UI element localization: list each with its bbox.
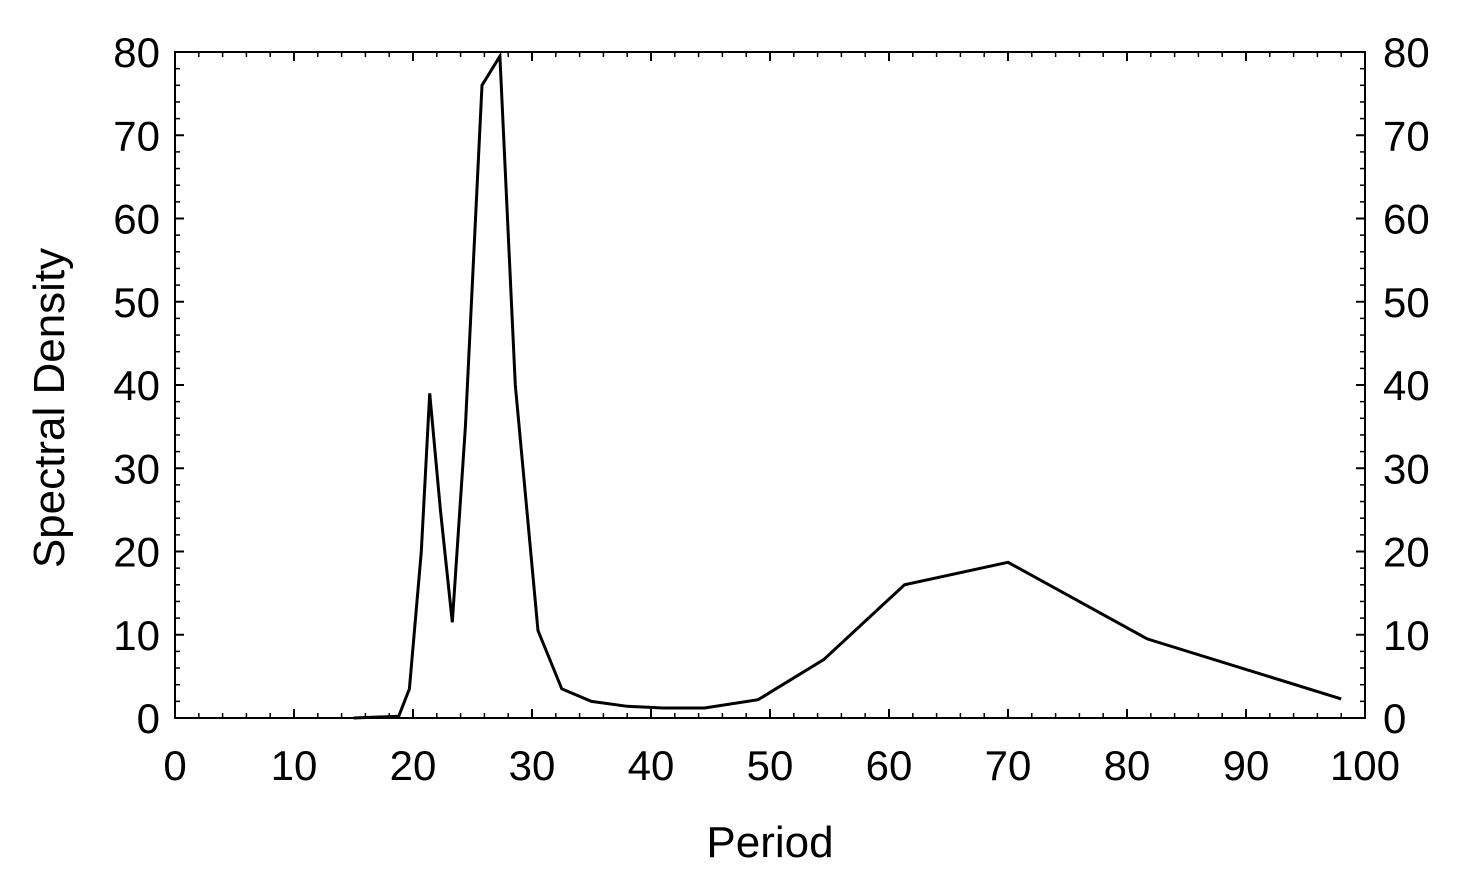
y-tick-label-left: 60 [113,196,160,243]
x-tick-label: 70 [985,742,1032,789]
x-tick-label: 40 [628,742,675,789]
y-tick-label-left: 0 [137,695,160,742]
x-tick-label: 0 [163,742,186,789]
x-axis-title: Period [706,818,833,867]
y-tick-label-right: 10 [1383,612,1430,659]
y-axis-title: Spectral Density [25,248,74,568]
x-tick-label: 100 [1330,742,1400,789]
y-tick-label-right: 40 [1383,362,1430,409]
x-tick-label: 90 [1223,742,1270,789]
y-tick-label-right: 70 [1383,112,1430,159]
y-tick-labels-left: 0 10 20 30 40 50 60 70 80 [113,29,160,742]
y-tick-label-left: 10 [113,612,160,659]
x-tick-label: 50 [747,742,794,789]
minor-ticks [175,52,1365,718]
x-tick-label: 30 [509,742,556,789]
y-tick-label-right: 60 [1383,196,1430,243]
x-tick-label: 60 [866,742,913,789]
y-tick-label-right: 0 [1383,695,1406,742]
y-tick-label-right: 80 [1383,29,1430,76]
y-tick-label-right: 50 [1383,279,1430,326]
y-tick-label-left: 80 [113,29,160,76]
y-tick-label-left: 30 [113,445,160,492]
series-line [353,51,1342,720]
y-tick-label-left: 20 [113,529,160,576]
plot-frame [174,51,1366,719]
major-ticks [174,51,1366,719]
y-tick-label-left: 50 [113,279,160,326]
x-tick-label: 20 [390,742,437,789]
y-tick-label-right: 20 [1383,529,1430,576]
y-tick-labels-right: 0 10 20 30 40 50 60 70 80 [1383,29,1430,742]
x-tick-labels: 0 10 20 30 40 50 60 70 80 90 100 [163,742,1400,789]
y-tick-label-right: 30 [1383,445,1430,492]
x-tick-label: 10 [271,742,318,789]
y-tick-label-left: 40 [113,362,160,409]
y-tick-label-left: 70 [113,112,160,159]
x-tick-label: 80 [1104,742,1151,789]
